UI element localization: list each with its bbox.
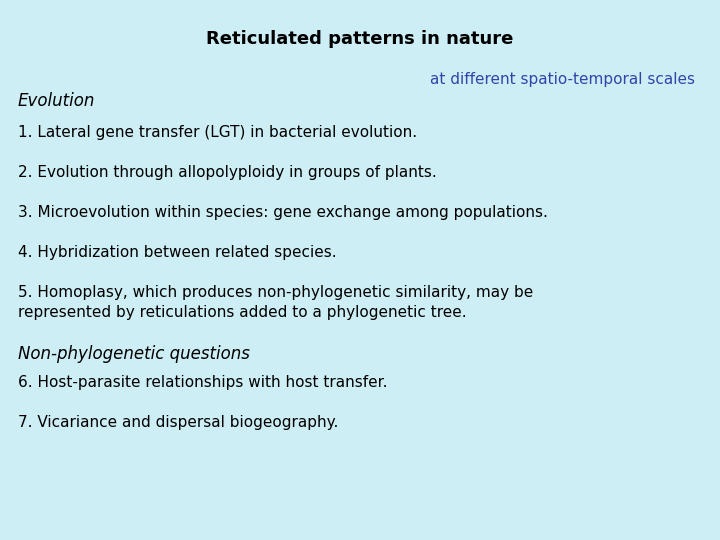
Text: 5. Homoplasy, which produces non-phylogenetic similarity, may be
represented by : 5. Homoplasy, which produces non-phyloge…	[18, 285, 534, 320]
Text: at different spatio-temporal scales: at different spatio-temporal scales	[430, 72, 695, 87]
Text: Reticulated patterns in nature: Reticulated patterns in nature	[207, 30, 513, 48]
Text: 7. Vicariance and dispersal biogeography.: 7. Vicariance and dispersal biogeography…	[18, 415, 338, 430]
Text: 6. Host-parasite relationships with host transfer.: 6. Host-parasite relationships with host…	[18, 375, 387, 390]
Text: 2. Evolution through allopolyploidy in groups of plants.: 2. Evolution through allopolyploidy in g…	[18, 165, 437, 180]
Text: 1. Lateral gene transfer (LGT) in bacterial evolution.: 1. Lateral gene transfer (LGT) in bacter…	[18, 125, 417, 140]
Text: 4. Hybridization between related species.: 4. Hybridization between related species…	[18, 245, 337, 260]
Text: 3. Microevolution within species: gene exchange among populations.: 3. Microevolution within species: gene e…	[18, 205, 548, 220]
Text: Non-phylogenetic questions: Non-phylogenetic questions	[18, 345, 250, 363]
Text: Evolution: Evolution	[18, 92, 95, 110]
